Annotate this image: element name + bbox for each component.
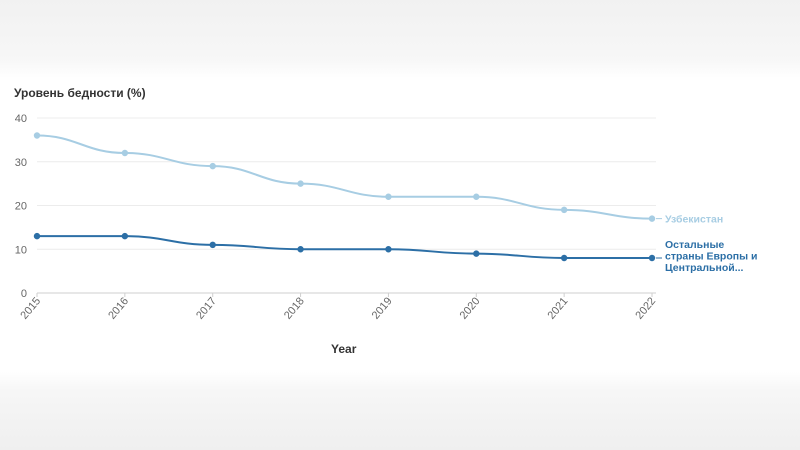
y-tick-label: 30 [15, 157, 27, 169]
data-point [473, 193, 480, 200]
x-tick-label: 2019 [370, 295, 395, 321]
data-point [385, 246, 392, 253]
y-tick-label: 10 [15, 244, 27, 256]
data-point [209, 162, 216, 170]
x-tick-label: 2016 [106, 295, 131, 321]
y-tick-label: 40 [15, 113, 27, 125]
x-tick-label: 2021 [546, 295, 571, 321]
series-label: Остальные [665, 239, 724, 251]
data-point [648, 215, 656, 222]
x-axis-title: Year [331, 342, 357, 356]
y-tick-label: 0 [21, 288, 27, 300]
series-line [36, 134, 653, 220]
series-label: страны Европы и [665, 251, 757, 263]
data-point [385, 193, 392, 200]
y-axis-title: Уровень бедности (%) [14, 86, 146, 100]
data-point [648, 254, 656, 262]
data-point [121, 232, 129, 240]
data-point [33, 132, 41, 139]
data-point [297, 180, 304, 187]
data-point [33, 232, 41, 240]
data-point [297, 246, 304, 253]
data-point [209, 241, 216, 249]
series-label: Узбекистан [665, 214, 723, 226]
series-line [37, 235, 652, 260]
data-point [560, 254, 568, 262]
x-tick-label: 2017 [194, 295, 219, 321]
data-point [560, 206, 568, 214]
x-tick-label: 2020 [458, 295, 483, 321]
x-tick-label: 2022 [633, 295, 658, 321]
series-label: Центральной... [665, 262, 744, 274]
x-tick-label: 2018 [282, 295, 307, 321]
data-point [473, 250, 480, 257]
y-tick-label: 20 [15, 201, 27, 213]
data-point [121, 149, 129, 157]
